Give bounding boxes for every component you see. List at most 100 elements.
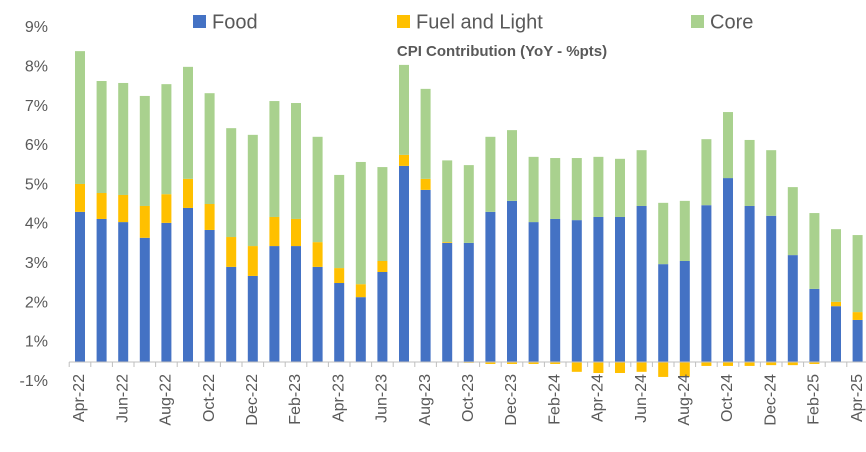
bar-segment	[528, 222, 539, 362]
legend-swatch	[691, 15, 704, 28]
bar-segment	[291, 218, 301, 247]
bar-segment	[334, 283, 345, 362]
bar-segment	[291, 246, 301, 362]
legend-swatch	[397, 15, 410, 28]
x-tick-label: Dec-22	[244, 374, 261, 426]
bar-segment	[571, 158, 582, 221]
bar-segment	[420, 178, 431, 190]
bar-segment	[852, 319, 863, 362]
bar-segment	[507, 362, 517, 364]
bar-segment	[831, 229, 841, 302]
bar-segment	[269, 246, 280, 362]
bar-segment	[636, 150, 647, 206]
x-tick-label: Apr-22	[71, 374, 88, 422]
bar-segment	[701, 139, 712, 206]
bar-segment	[118, 222, 129, 362]
y-tick-label: 7%	[25, 98, 48, 115]
y-tick-label: 5%	[25, 176, 48, 193]
bar-segment	[377, 167, 388, 261]
bar-segment	[161, 194, 172, 223]
bar-segment	[183, 66, 193, 179]
bar-segment	[442, 160, 453, 243]
bar-segment	[485, 136, 496, 212]
bar-segment	[442, 242, 453, 362]
y-tick-label: 3%	[25, 255, 48, 272]
bar-segment	[312, 136, 323, 243]
bar-segment	[312, 266, 323, 362]
bar-segment	[658, 264, 669, 362]
bar-segment	[399, 154, 409, 166]
bar-segment	[744, 362, 755, 366]
bar-segment	[75, 51, 85, 184]
bar-segment	[463, 165, 474, 243]
x-tick-label: Feb-24	[546, 374, 563, 425]
bar-segment	[809, 362, 820, 364]
bar-segment	[723, 362, 733, 366]
bar-segment	[139, 95, 150, 206]
bar-segment	[399, 64, 409, 155]
bar-segment	[75, 183, 85, 212]
bar-segment	[658, 202, 669, 265]
x-tick-label: Aug-24	[676, 374, 693, 426]
bar-segment	[615, 216, 625, 362]
bar-segment	[355, 297, 366, 362]
x-tick-label: Feb-25	[806, 374, 823, 425]
bar-segment	[247, 134, 258, 247]
y-tick-label: 8%	[25, 58, 48, 75]
x-tick-label: Feb-23	[287, 374, 304, 425]
bar-segment	[118, 194, 129, 223]
x-tick-label: Oct-22	[201, 374, 218, 422]
bar-segment	[183, 207, 193, 362]
bar-segment	[226, 128, 237, 238]
bar-segment	[507, 200, 517, 362]
x-tick-label: Oct-24	[719, 374, 736, 422]
bar-segment	[701, 362, 712, 366]
bar-segment	[161, 84, 172, 195]
bar-segment	[139, 237, 150, 362]
bar-segment	[118, 82, 129, 195]
bar-segment	[204, 204, 215, 230]
bar-segment	[485, 362, 496, 364]
x-tick-label: Dec-24	[762, 374, 779, 426]
bar-segment	[226, 266, 237, 362]
bar-segment	[593, 362, 604, 374]
bar-segment	[852, 235, 863, 313]
bar-segment	[334, 174, 345, 269]
bar-segment	[183, 178, 193, 208]
bar-segment	[809, 213, 820, 289]
bar-segment	[550, 218, 561, 362]
bar-segment	[507, 130, 517, 201]
bar-segment	[831, 301, 841, 307]
bar-segment	[291, 103, 301, 219]
bar-segment	[247, 246, 258, 276]
bar-segment	[269, 101, 280, 217]
bar-segment	[550, 362, 561, 364]
bar-segment	[766, 215, 777, 362]
y-tick-label: 1%	[25, 334, 48, 351]
x-tick-label: Apr-23	[330, 374, 347, 422]
bar-segment	[204, 93, 215, 205]
bar-segment	[528, 156, 539, 223]
bar-segment	[679, 200, 690, 261]
x-tick-label: Jun-22	[114, 374, 131, 423]
legend-label: Food	[212, 11, 258, 33]
bar-segment	[744, 139, 755, 206]
bar-segment	[399, 165, 409, 362]
bar-segment	[809, 288, 820, 362]
bar-segment	[571, 220, 582, 362]
bar-segment	[831, 306, 841, 362]
bar-segment	[615, 362, 625, 374]
bar-segment	[679, 260, 690, 362]
bar-segment	[593, 156, 604, 217]
bar-segment	[312, 242, 323, 267]
bar-segment	[485, 211, 496, 362]
bar-segment	[787, 187, 798, 256]
bar-segment	[420, 88, 431, 179]
bar-segment	[636, 205, 647, 362]
bar-segment	[442, 242, 453, 243]
x-tick-label: Jun-23	[374, 374, 391, 423]
chart-title: CPI Contribution (YoY - %pts)	[397, 43, 607, 60]
bar-segment	[723, 112, 733, 179]
bar-segment	[463, 242, 474, 362]
bar-segment	[161, 222, 172, 362]
